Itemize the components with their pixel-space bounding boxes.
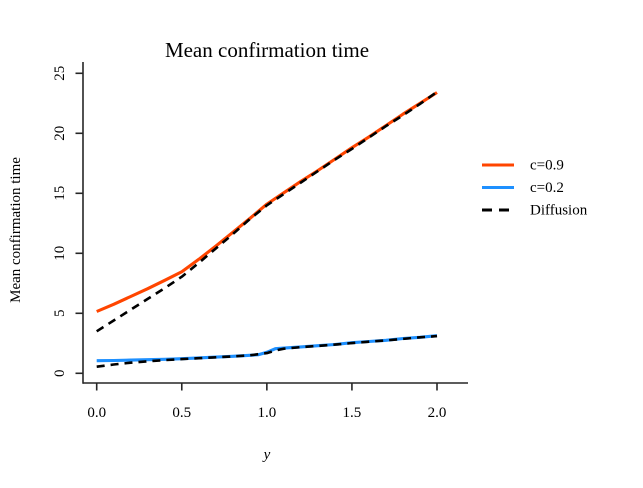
y-tick-label: 15: [52, 186, 68, 201]
y-tick-label: 0: [52, 370, 68, 378]
series-line-c02: [96, 334, 438, 363]
x-tick-label: 0.5: [172, 405, 191, 421]
legend: c=0.9 c=0.2 Diffusion: [482, 158, 588, 219]
x-tick-label: 2.0: [428, 405, 447, 421]
axes: 0 5 10 15 20 25 0.0 0.5 1.0 1.5 2.0: [52, 62, 468, 421]
legend-label-c09: c=0.9: [530, 158, 564, 174]
chart-title: Mean confirmation time: [165, 38, 369, 62]
series-line-c09: [96, 91, 438, 313]
y-axis-label: Mean confirmation time: [8, 157, 24, 303]
x-tick-label: 1.5: [343, 405, 362, 421]
x-axis-label: y: [262, 447, 271, 463]
plot-series: [96, 90, 438, 368]
x-tick-label: 1.0: [257, 405, 276, 421]
series-line-diffusion-lower: [96, 334, 438, 368]
x-tick-label: 0.0: [87, 405, 106, 421]
y-tick-label: 5: [52, 310, 68, 318]
legend-label-diffusion: Diffusion: [530, 203, 588, 219]
legend-label-c02: c=0.2: [530, 180, 564, 196]
y-tick-label: 20: [52, 126, 68, 141]
series-line-diffusion-upper: [96, 90, 438, 333]
y-tick-label: 25: [52, 66, 68, 81]
y-tick-label: 10: [52, 246, 68, 261]
